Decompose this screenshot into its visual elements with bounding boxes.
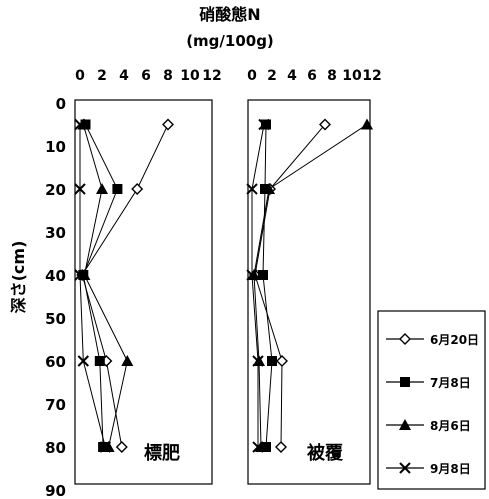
data-point (131, 183, 144, 195)
chart-title-group: 硝酸態N (mg/100g) (186, 5, 274, 50)
series-line (82, 124, 128, 448)
x-tick-label: 10 (342, 68, 362, 84)
x-tick-label: 8 (327, 68, 337, 84)
y-tick-label: 70 (45, 396, 66, 414)
y-tick-label: 10 (45, 138, 66, 156)
x-tick-label: 2 (267, 68, 277, 84)
series-line (262, 124, 273, 448)
x-tick-label: 12 (202, 68, 221, 84)
legend-marker (400, 377, 410, 387)
data-point (74, 183, 86, 195)
series-line (81, 124, 169, 448)
x-tick-label: 0 (247, 68, 257, 84)
panel-standard-fertilizer: 0 2 4 6 8 10 12 標肥 (74, 68, 222, 485)
data-point (246, 269, 258, 281)
data-point (258, 118, 270, 131)
panel-frame (74, 99, 213, 485)
x-tick-label: 4 (287, 68, 297, 84)
data-point (115, 441, 128, 453)
series-line (253, 124, 368, 448)
panel-label: 標肥 (144, 442, 180, 464)
legend-entry: 7月8日 (430, 376, 471, 390)
legend: 6月20日 7月8日 8月6日 9月8日 (377, 310, 486, 490)
data-point (112, 184, 123, 194)
data-point (98, 442, 109, 452)
y-tick-label: 50 (45, 310, 66, 328)
y-axis: 0 10 20 30 40 50 60 70 80 90 (45, 95, 66, 499)
legend-entry: 6月20日 (430, 333, 479, 347)
x-tick-label: 4 (119, 68, 129, 84)
legend-marker (399, 333, 411, 345)
data-point (96, 183, 108, 194)
y-tick-label: 90 (45, 482, 66, 499)
data-point (252, 355, 264, 367)
data-point (94, 356, 105, 366)
data-point (99, 441, 112, 453)
data-point (276, 355, 288, 367)
data-point (263, 183, 275, 194)
x-tick-label: 6 (307, 68, 317, 84)
data-point (275, 441, 287, 453)
data-point (246, 183, 258, 195)
data-point (162, 118, 174, 131)
data-point (261, 119, 271, 130)
chart-title: 硝酸態N (199, 5, 260, 24)
legend-marker (399, 419, 411, 430)
y-axis-label: 深さ(cm) (9, 241, 28, 314)
data-point (260, 184, 270, 194)
data-point (261, 442, 271, 452)
y-tick-label: 60 (45, 353, 66, 371)
data-point (121, 355, 134, 366)
data-point (77, 355, 90, 367)
data-point (74, 269, 86, 281)
legend-entry: 9月8日 (430, 462, 471, 476)
legend-marker (399, 462, 411, 474)
y-tick-label: 40 (45, 267, 66, 285)
data-point (102, 441, 115, 452)
data-point (258, 270, 268, 280)
data-point (74, 118, 86, 131)
data-point (255, 441, 267, 452)
panel-coated-fertilizer: 0 2 4 6 8 10 12 被覆 (246, 68, 382, 485)
panel-label: 被覆 (307, 442, 344, 464)
y-tick-label: 30 (45, 224, 66, 242)
panel-frame (247, 99, 371, 485)
x-tick-label: 12 (362, 68, 381, 84)
x-tick-label: 6 (141, 68, 151, 84)
chart-title-unit: (mg/100g) (186, 32, 274, 50)
data-point (267, 356, 277, 366)
x-tick-label: 8 (163, 68, 173, 84)
data-point (252, 441, 264, 453)
y-tick-label: 20 (45, 181, 66, 199)
y-tick-label: 80 (45, 439, 66, 457)
data-point (361, 118, 373, 130)
data-point (319, 118, 331, 131)
x-tick-label: 2 (97, 68, 107, 84)
y-tick-label: 0 (56, 95, 66, 113)
series-line (82, 124, 118, 448)
legend-box (377, 310, 486, 490)
x-tick-label: 0 (75, 68, 85, 84)
legend-entry: 8月6日 (430, 419, 471, 433)
x-tick-label: 10 (180, 68, 200, 84)
